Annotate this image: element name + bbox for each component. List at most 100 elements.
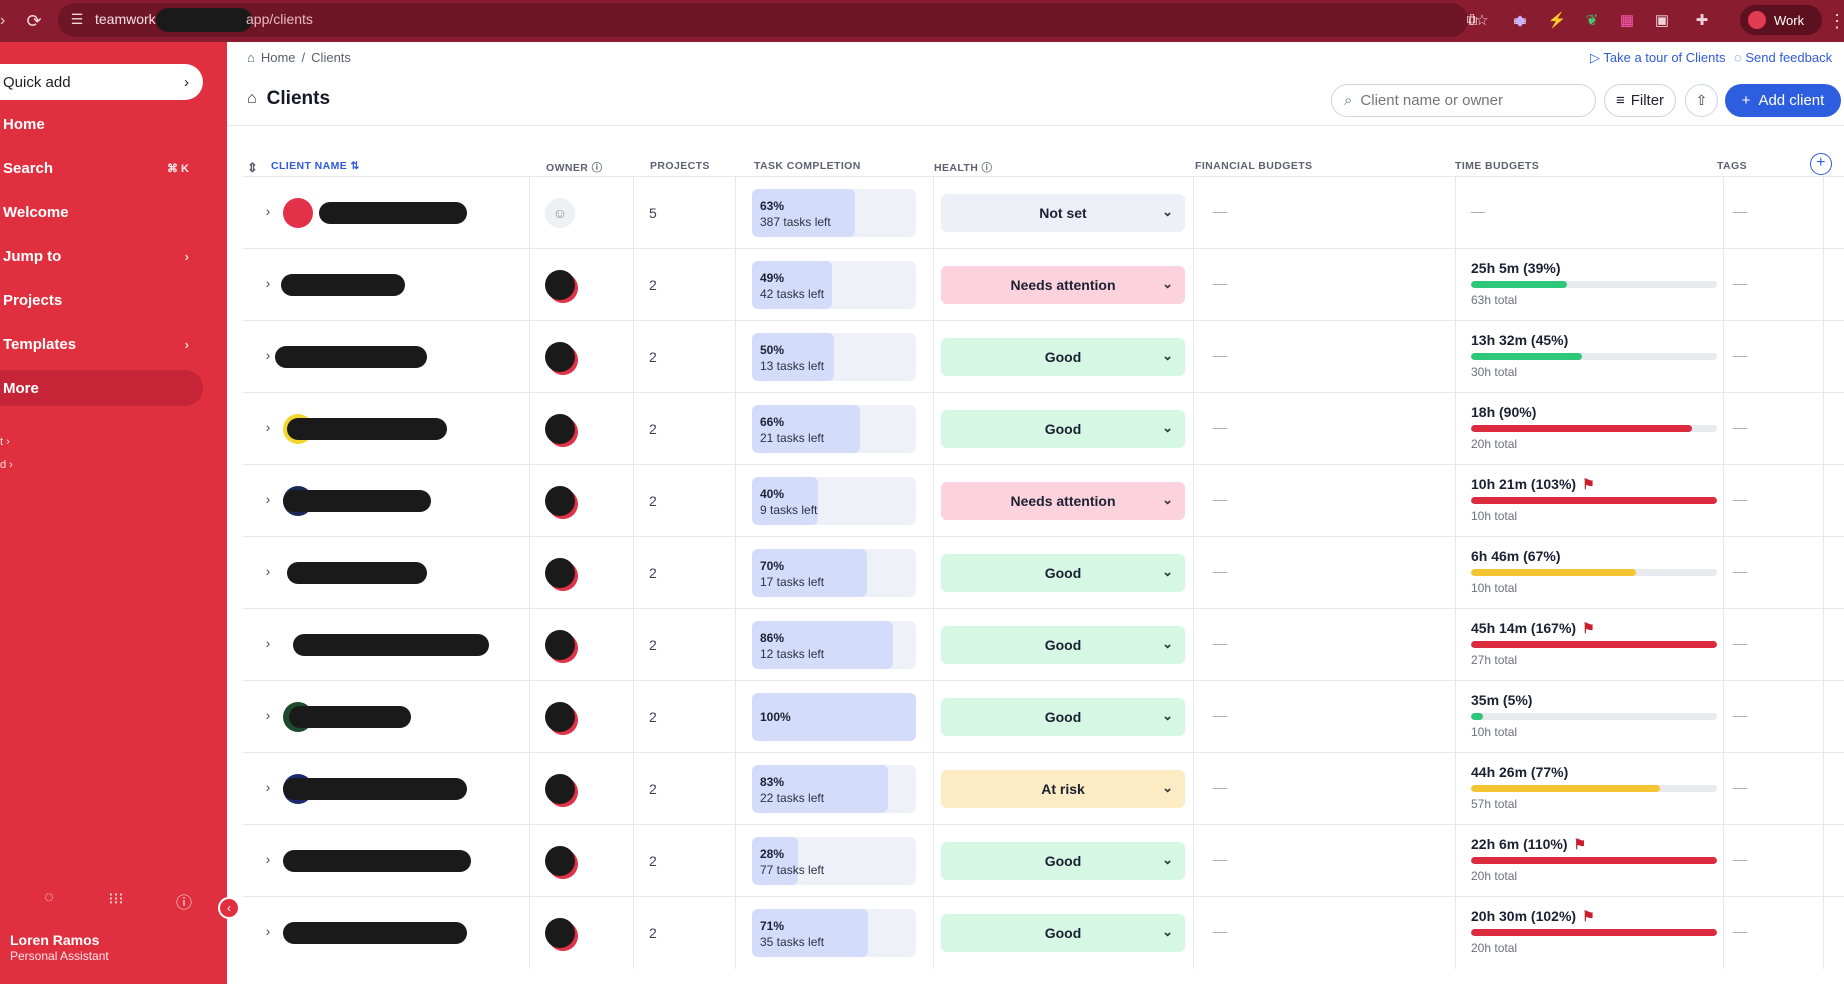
owner-avatar[interactable] — [545, 270, 575, 300]
financial-budget-empty[interactable]: — — [1213, 707, 1227, 723]
column-health[interactable]: HEALTH ⓘ — [934, 160, 992, 175]
add-column-button[interactable]: + — [1810, 153, 1832, 175]
column-tags[interactable]: TAGS — [1717, 160, 1747, 172]
health-select[interactable]: Good ⌄ — [941, 698, 1185, 736]
tags-empty[interactable]: — — [1733, 779, 1747, 795]
task-completion-bar[interactable]: 28% 77 tasks left — [752, 837, 916, 885]
client-name-redacted[interactable] — [289, 706, 411, 728]
expand-all-icon[interactable]: ⇕ — [247, 160, 259, 175]
column-projects[interactable]: PROJECTS — [650, 160, 710, 172]
task-completion-bar[interactable]: 66% 21 tasks left — [752, 405, 916, 453]
tags-empty[interactable]: — — [1733, 563, 1747, 579]
column-client-name[interactable]: CLIENT NAME ⇅ — [271, 160, 360, 172]
time-budget[interactable]: 6h 46m (67%) 10h total — [1471, 547, 1717, 595]
search-box[interactable]: ⌕ — [1331, 84, 1596, 117]
breadcrumb-home[interactable]: Home — [260, 50, 296, 65]
health-select[interactable]: Good ⌄ — [941, 626, 1185, 664]
collapse-sidebar-button[interactable]: ‹ — [218, 897, 240, 919]
owner-avatar[interactable] — [545, 918, 575, 948]
tags-empty[interactable]: — — [1733, 347, 1747, 363]
time-budget[interactable]: 13h 32m (45%) 30h total — [1471, 331, 1717, 379]
expand-row-icon[interactable]: › — [265, 419, 271, 435]
financial-budget-empty[interactable]: — — [1213, 347, 1227, 363]
health-select[interactable]: Needs attention ⌄ — [941, 266, 1185, 304]
tags-empty[interactable]: — — [1733, 635, 1747, 651]
health-select[interactable]: Needs attention ⌄ — [941, 482, 1185, 520]
column-owner[interactable]: OWNER ⓘ — [546, 160, 602, 175]
table-row[interactable]: › 2 71% 35 tasks left Good ⌄ —20h 30m (102%) ⚑ 2… — [243, 896, 1844, 969]
tags-empty[interactable]: — — [1733, 419, 1747, 435]
export-button[interactable]: ⇧ — [1685, 84, 1718, 117]
client-name-redacted[interactable] — [283, 778, 467, 800]
health-select[interactable]: Good ⌄ — [941, 842, 1185, 880]
browser-menu-icon[interactable]: ⋮ — [1828, 11, 1844, 31]
health-select[interactable]: Not set ⌄ — [941, 194, 1185, 232]
client-name-redacted[interactable] — [287, 418, 447, 440]
client-name-redacted[interactable] — [283, 490, 431, 512]
puzzle-icon[interactable]: ✚ — [1695, 12, 1709, 29]
financial-budget-empty[interactable]: — — [1213, 779, 1227, 795]
sidebar-item-jump-to[interactable]: Jump to › — [0, 238, 203, 274]
column-time-budgets[interactable]: TIME BUDGETS — [1455, 160, 1540, 172]
client-name-redacted[interactable] — [287, 562, 427, 584]
screen-icon[interactable]: ⧉ — [1466, 12, 1478, 29]
user-name[interactable]: Loren Ramos — [10, 932, 100, 948]
expand-row-icon[interactable]: › — [265, 779, 271, 795]
table-row[interactable]: › 2 86% 12 tasks left Good ⌄ — 45h 14m (167%) ⚑ 2… — [243, 608, 1844, 681]
help-icon[interactable]: ⓘ — [175, 895, 192, 912]
extension-grid-icon[interactable]: ▦ — [1619, 12, 1635, 29]
task-completion-bar[interactable]: 70% 17 tasks left — [752, 549, 916, 597]
owner-avatar[interactable] — [545, 342, 575, 372]
sidebar-item-welcome[interactable]: Welcome — [0, 194, 203, 230]
profile-button[interactable]: Work — [1740, 5, 1822, 35]
table-row[interactable]: › 2 100% Good ⌄ — 35m (5%) 10h total — — [243, 680, 1844, 753]
extension-square-icon[interactable]: ▣ — [1654, 12, 1670, 29]
table-row[interactable]: › 2 49% 42 tasks left Needs attention ⌄ — 25h 5… — [243, 248, 1844, 321]
financial-budget-empty[interactable]: — — [1213, 563, 1227, 579]
owner-avatar[interactable] — [545, 774, 575, 804]
health-select[interactable]: Good ⌄ — [941, 554, 1185, 592]
health-select[interactable]: At risk ⌄ — [941, 770, 1185, 808]
client-name-redacted[interactable] — [283, 922, 467, 944]
tags-empty[interactable]: — — [1733, 851, 1747, 867]
task-completion-bar[interactable]: 83% 22 tasks left — [752, 765, 916, 813]
table-row[interactable]: › ☺ 5 63% 387 tasks left Not set ⌄ — — — — [243, 176, 1844, 249]
feedback-link[interactable]: ◌ Send feedback — [1734, 50, 1832, 65]
owner-avatar[interactable] — [545, 846, 575, 876]
sidebar-item-search[interactable]: Search ⌘ K — [0, 150, 203, 186]
apps-grid-icon[interactable]: ⁝⁝⁝ — [108, 891, 124, 908]
financial-budget-empty[interactable]: — — [1213, 419, 1227, 435]
tags-empty[interactable]: — — [1733, 707, 1747, 723]
extension-icon[interactable]: ◆ — [1514, 12, 1526, 29]
financial-budget-empty[interactable]: — — [1213, 491, 1227, 507]
task-completion-bar[interactable]: 86% 12 tasks left — [752, 621, 916, 669]
install-icon[interactable]: ⇩ — [1465, 12, 1479, 29]
add-client-button[interactable]: + Add client — [1725, 84, 1841, 117]
expand-row-icon[interactable]: › — [265, 635, 271, 651]
time-budget[interactable]: 45h 14m (167%) ⚑ 27h total — [1471, 619, 1717, 667]
health-select[interactable]: Good ⌄ — [941, 338, 1185, 376]
address-bar[interactable]: ☰ teamwork app/clients — [58, 3, 1468, 37]
owner-avatar[interactable] — [545, 486, 575, 516]
filter-button[interactable]: ≡ Filter — [1604, 84, 1676, 117]
task-completion-bar[interactable]: 63% 387 tasks left — [752, 189, 916, 237]
task-completion-bar[interactable]: 71% 35 tasks left — [752, 909, 916, 957]
tags-empty[interactable]: — — [1733, 203, 1747, 219]
reload-icon[interactable]: ⟳ — [26, 11, 42, 31]
star-icon[interactable]: ☆ — [1475, 12, 1489, 29]
client-name-redacted[interactable] — [283, 850, 471, 872]
sidebar-item-home[interactable]: Home — [0, 106, 203, 142]
task-completion-bar[interactable]: 49% 42 tasks left — [752, 261, 916, 309]
sidebar-item-templates[interactable]: Templates › — [0, 326, 203, 362]
expand-row-icon[interactable]: › — [265, 203, 271, 219]
time-budget[interactable]: 35m (5%) 10h total — [1471, 691, 1717, 739]
cast-icon[interactable]: ▭ — [1512, 12, 1528, 29]
tags-empty[interactable]: — — [1733, 275, 1747, 291]
tags-empty[interactable]: — — [1733, 491, 1747, 507]
owner-placeholder-icon[interactable]: ☺ — [545, 198, 575, 228]
expand-row-icon[interactable]: › — [265, 275, 271, 291]
sidebar-item-more[interactable]: More — [0, 370, 203, 406]
health-select[interactable]: Good ⌄ — [941, 914, 1185, 952]
time-budget[interactable]: 22h 6m (110%) ⚑ 20h total — [1471, 835, 1717, 883]
chat-icon[interactable]: ◌ — [44, 889, 54, 906]
